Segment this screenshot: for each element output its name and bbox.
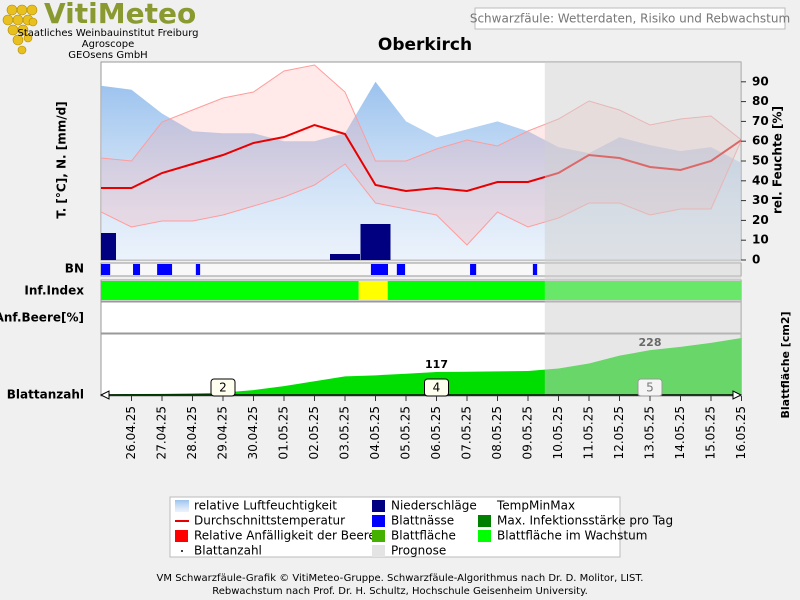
- arrow: [99, 390, 110, 400]
- logo-icon: [2, 4, 38, 55]
- legend-swatch: [175, 500, 189, 512]
- legend-label: TempMinMax: [496, 499, 575, 513]
- infection-index: [358, 281, 388, 300]
- subtitle: Schwarzfäule: Wetterdaten, Risiko und Re…: [470, 12, 790, 26]
- y2-tick-label: 50: [752, 154, 769, 168]
- logo: VitiMeteo: [44, 0, 196, 30]
- row-label: Inf.Index: [24, 284, 84, 298]
- legend-label: Max. Infektionsstärke pro Tag: [497, 514, 673, 528]
- leaf-wetness: [195, 264, 201, 275]
- leaf-wetness: [370, 264, 389, 275]
- x-tick-label: 11.05.25: [582, 406, 596, 459]
- y2-tick-label: 0: [752, 253, 760, 267]
- leaf-count-label: 4: [433, 381, 441, 395]
- y-axis-label: T. [°C], N. [mm/d]: [55, 101, 69, 218]
- legend-label: Prognose: [391, 544, 446, 558]
- subtitle-box: [474, 7, 786, 30]
- y2-tick-label: 10: [752, 233, 769, 247]
- x-tick-label: 15.05.25: [704, 406, 718, 459]
- x-tick-label: 29.04.25: [216, 406, 230, 459]
- leaf-wetness: [133, 264, 141, 275]
- x-tick-label: 01.05.25: [277, 406, 291, 459]
- x-tick-label: 16.05.25: [734, 406, 748, 459]
- arrow: [732, 390, 743, 400]
- legend-swatch: [478, 530, 491, 542]
- precipitation-bar: [330, 254, 360, 260]
- legend-label: Relative Anfälligkeit der Beere: [194, 529, 376, 543]
- x-tick-label: 05.05.25: [399, 406, 413, 459]
- footer: VM Schwarzfäule-Grafik © VitiMeteo-Grupp…: [157, 573, 644, 584]
- y2-tick-label: 40: [752, 173, 769, 187]
- org-line: Agroscope: [82, 39, 135, 50]
- x-tick-label: 12.05.25: [612, 406, 626, 459]
- leaf-wetness: [101, 264, 111, 275]
- precipitation-bar: [101, 233, 116, 260]
- legend-swatch: [372, 530, 385, 542]
- row-label: Blattanzahl: [7, 388, 84, 402]
- legend-swatch: [372, 500, 385, 512]
- precipitation-bar: [360, 224, 391, 260]
- leaf-wetness: [470, 264, 477, 275]
- x-tick-label: 07.05.25: [460, 406, 474, 459]
- org-line: Staatliches Weinbauinstitut Freiburg: [18, 28, 199, 39]
- legend-label: Blattanzahl: [194, 544, 262, 558]
- y2-tick-label: 20: [752, 213, 769, 227]
- chart-title: Oberkirch: [378, 35, 472, 55]
- leaf-wetness: [532, 264, 538, 275]
- x-tick-label: 02.05.25: [307, 406, 321, 459]
- y2-tick-label: 30: [752, 193, 769, 207]
- x-tick-label: 09.05.25: [521, 406, 535, 459]
- leaf-area-value: 117: [425, 358, 448, 371]
- x-tick-label: 28.04.25: [185, 406, 199, 459]
- y2-tick-label: 60: [752, 134, 769, 148]
- legend-label: Durchschnittstemperatur: [194, 514, 345, 528]
- legend-label: relative Luftfeuchtigkeit: [194, 499, 337, 513]
- x-tick-label: 30.04.25: [246, 406, 260, 459]
- leaf-count-label: 2: [219, 381, 227, 395]
- x-tick-label: 26.04.25: [124, 406, 138, 459]
- x-tick-label: 03.05.25: [338, 406, 352, 459]
- legend-swatch: [175, 530, 188, 542]
- row-label: BN: [65, 262, 84, 276]
- x-tick-label: 06.05.25: [429, 406, 443, 459]
- leaf-area-label: Blattfläche [cm2]: [779, 311, 792, 418]
- x-tick-label: 14.05.25: [673, 406, 687, 459]
- x-tick-label: 10.05.25: [551, 406, 565, 459]
- legend: [169, 496, 621, 558]
- leaf-wetness: [157, 264, 173, 275]
- x-tick-label: 13.05.25: [643, 406, 657, 459]
- y2-tick-label: 80: [752, 94, 769, 108]
- legend-label: Niederschläge: [391, 499, 477, 513]
- legend-swatch: [372, 515, 385, 527]
- legend-label: Blattfläche: [391, 529, 456, 543]
- x-tick-label: 08.05.25: [490, 406, 504, 459]
- legend-swatch: [181, 550, 183, 552]
- leaf-wetness: [396, 264, 406, 275]
- y2-tick-label: 70: [752, 114, 769, 128]
- org-line: GEOsens GmbH: [68, 50, 147, 61]
- footer: Rebwachstum nach Prof. Dr. H. Schultz, H…: [212, 586, 588, 597]
- y2-tick-label: 90: [752, 74, 769, 88]
- legend-label: Blattfläche im Wachstum: [497, 529, 647, 543]
- leaf-count-label: 5: [646, 381, 654, 395]
- x-tick-label: 27.04.25: [155, 406, 169, 459]
- row-label: Anf.Beere[%]: [0, 311, 84, 325]
- legend-swatch: [372, 545, 385, 557]
- infection-index: [101, 281, 359, 300]
- forecast-overlay: [544, 62, 741, 396]
- legend-swatch: [478, 515, 491, 527]
- y2-axis-label: rel. Feuchte [%]: [771, 106, 785, 214]
- x-tick-label: 04.05.25: [368, 406, 382, 459]
- legend-label: Blattnässe: [391, 514, 454, 528]
